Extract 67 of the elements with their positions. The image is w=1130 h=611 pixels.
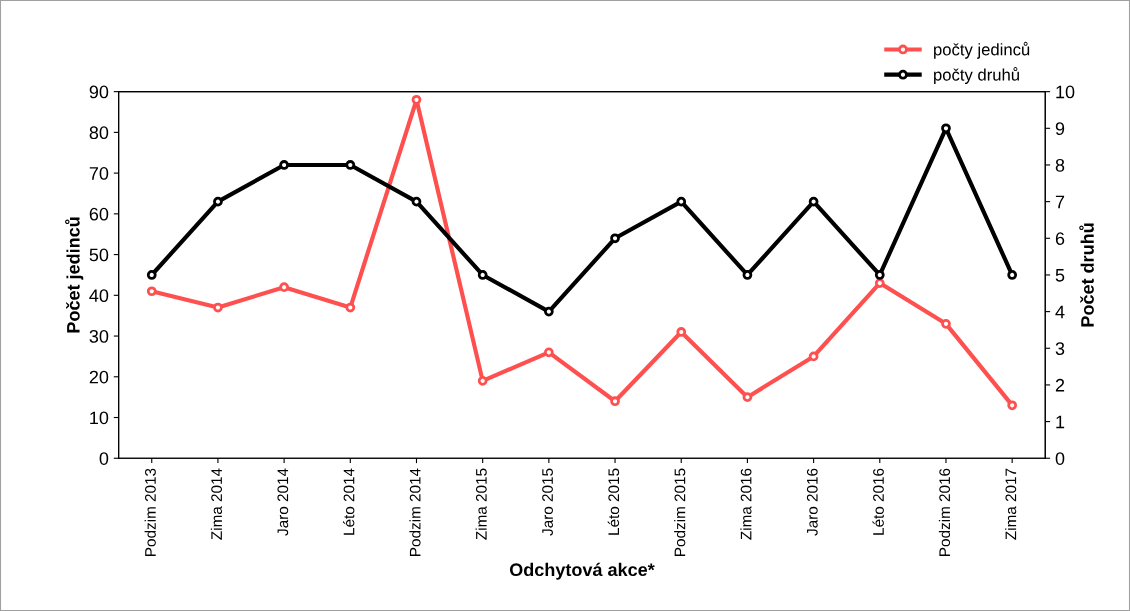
x-tick-label: Zima 2016	[740, 468, 752, 540]
x-tick-label: Zima 2014	[210, 468, 223, 540]
point	[411, 94, 422, 105]
point	[1007, 270, 1018, 280]
x-tick-label: Podzim 2016	[938, 468, 951, 556]
point	[543, 347, 554, 358]
x-tick-label: Jaro 2014	[277, 468, 289, 536]
y-tick-label: 50	[89, 248, 109, 262]
point	[477, 270, 488, 280]
y2-tick-label: 9	[1055, 122, 1065, 136]
x-tick-label: Jaro 2016	[806, 468, 818, 536]
y2-axis-title: Počet druhů	[1079, 223, 1094, 327]
y-tick-label: 0	[99, 452, 109, 465]
y-tick-label: 20	[89, 370, 109, 384]
point	[676, 196, 687, 207]
y-tick-label: 70	[89, 167, 109, 180]
x-tick-label: Jaro 2015	[542, 468, 553, 536]
x-tick-label: Podzim 2014	[409, 468, 421, 556]
x-tick-label: Zima 2015	[475, 468, 487, 540]
point	[213, 302, 223, 313]
point	[808, 351, 819, 362]
y2-tick-label: 5	[1055, 269, 1065, 282]
point	[146, 270, 157, 280]
point	[874, 278, 885, 288]
x-tick-label: Podzim 2013	[144, 468, 156, 556]
x-axis-title: Odchytová akce*	[509, 562, 655, 580]
x-tick-label: Podzim 2015	[674, 468, 686, 556]
point	[345, 160, 356, 170]
legend-label: počty druhů	[934, 67, 1019, 84]
y2-tick-label: 6	[1055, 232, 1065, 246]
point	[610, 396, 620, 407]
point	[610, 233, 620, 244]
point	[676, 327, 687, 337]
x-tick-label: Léto 2016	[872, 468, 884, 535]
y2-tick-label: 8	[1055, 158, 1065, 172]
y-tick-label: 30	[89, 329, 109, 343]
y-tick-label: 90	[89, 85, 109, 99]
point	[477, 375, 488, 386]
y2-tick-label: 4	[1055, 305, 1065, 319]
point	[808, 196, 819, 207]
point	[742, 270, 753, 280]
y-axis-title: Počet jedinců	[65, 217, 84, 333]
point	[213, 196, 223, 207]
x-tick-label: Léto 2014	[343, 468, 355, 535]
y-tick-label: 10	[90, 411, 109, 425]
point	[345, 302, 356, 313]
y-tick-label: 80	[89, 126, 109, 140]
legend-label: počty jedinců	[934, 41, 1030, 59]
point	[1007, 400, 1018, 411]
point	[543, 306, 554, 317]
y2-tick-label: 1	[1056, 415, 1065, 429]
y-tick-label: 60	[89, 207, 109, 221]
point	[279, 160, 289, 170]
x-tick-label: Zima 2017	[1005, 468, 1017, 540]
y2-tick-label: 7	[1055, 195, 1065, 209]
point	[279, 282, 289, 293]
y-tick-label: 40	[89, 289, 109, 303]
y2-tick-label: 2	[1055, 378, 1065, 392]
point	[146, 286, 157, 297]
point	[941, 318, 951, 329]
point	[742, 392, 753, 403]
point	[411, 196, 422, 207]
y2-tick-label: 0	[1055, 452, 1065, 465]
y2-tick-label: 10	[1056, 85, 1075, 99]
point	[874, 270, 885, 280]
y2-tick-label: 3	[1055, 342, 1065, 355]
x-tick-label: Léto 2015	[607, 468, 620, 535]
